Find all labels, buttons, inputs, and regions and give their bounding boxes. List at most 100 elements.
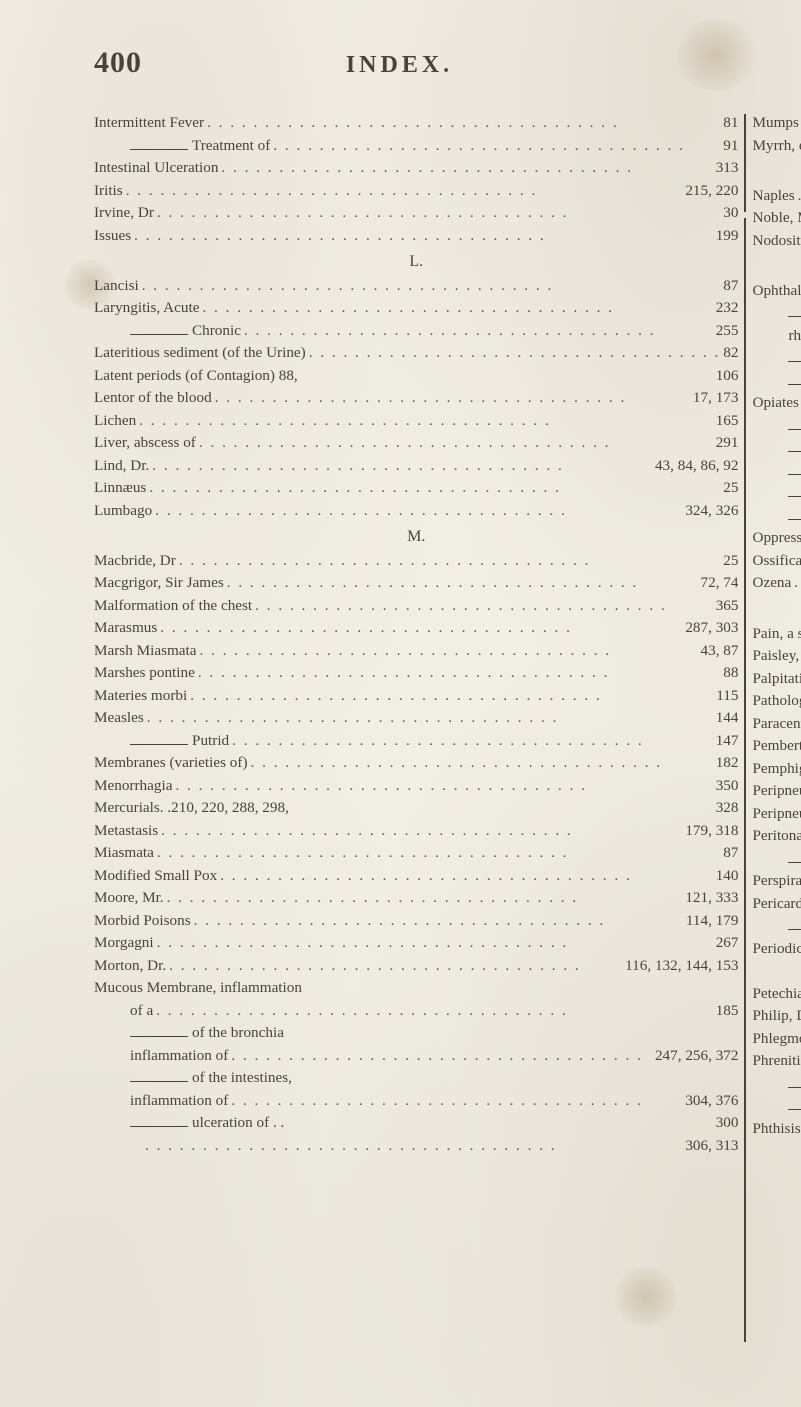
entry-label: Mucous Membrane, inflammation: [94, 977, 302, 1000]
entry-label: Macbride, Dr: [94, 550, 176, 573]
page-ref: 185: [716, 1000, 739, 1023]
index-entry: Mucous Membrane, inflammation: [94, 977, 738, 1000]
page-ref: 88: [723, 662, 738, 685]
index-entry: Ozena. . . . . . . . . . . . . . . . . .…: [752, 572, 801, 595]
page-ref: 121, 333: [685, 887, 738, 910]
entry-label: Pathology: [752, 690, 801, 713]
entry-label: inflammation of: [130, 1045, 228, 1068]
index-entry: Metastasis. . . . . . . . . . . . . . . …: [94, 820, 738, 843]
index-entry: Lumbago. . . . . . . . . . . . . . . . .…: [94, 500, 738, 523]
leader-dots: . . . . . . . . . . . . . . . . . . . . …: [229, 730, 716, 753]
index-entry: Issues. . . . . . . . . . . . . . . . . …: [94, 225, 738, 248]
entry-label: Moore, Mr.: [94, 887, 164, 910]
index-entry: Opiates in continued fever. . . . . . . …: [752, 392, 801, 415]
entry-label: Lind, Dr.: [94, 455, 149, 478]
page-ref: 116, 132, 144, 153: [625, 955, 738, 978]
page-ref: 255: [716, 320, 739, 343]
page-ref: 81: [723, 112, 738, 135]
entry-label: Ophthalmia: [752, 280, 801, 303]
page-ref: 365: [716, 595, 739, 618]
index-columns: Intermittent Fever . . . . . . . . . . . …: [88, 112, 723, 1342]
page-ref: 306, 313: [685, 1135, 738, 1158]
leader-dash: [130, 140, 188, 149]
leader-dots: . . . . . . . . . . . . . . . . . . . . …: [139, 275, 724, 298]
page-ref: 43, 87: [701, 640, 739, 663]
index-entry: Peripneumonia notha. . . . . . . . . . .…: [752, 780, 801, 803]
page-ref: 106: [716, 365, 739, 388]
leader-dots: . . . . . . . . . . . . . . . . . . . . …: [195, 662, 723, 685]
index-entry: Perspiration, influence of. . . .40,383: [752, 870, 801, 893]
running-head: 400 INDEX.: [88, 46, 723, 80]
index-entry: Mercurials. .210, 220, 288, 298,328: [94, 797, 738, 820]
index-entry: Morbid Poisons. . . . . . . . . . . . . …: [94, 910, 738, 933]
leader-dots: . . . . . . . . . . . . . . . . . . . . …: [196, 432, 716, 455]
entry-label: Materies morbi: [94, 685, 187, 708]
index-subentry: in small pox. . . . . . . . . . . . . . …: [752, 482, 801, 505]
leader-dash: [788, 1101, 801, 1110]
leader-dots: . . . . . . . . . . . . . . . . . . . . …: [306, 342, 724, 365]
leader-dots: . . . . . . . . . . . . . . . . . . . . …: [131, 225, 716, 248]
entry-label: Palpitation: [752, 668, 801, 691]
leader-dots: . . . . . . . . . . . . . . . . . . . . …: [217, 865, 716, 888]
page-ref: 87: [723, 275, 738, 298]
entry-label: Pain, a symptom of disease 169,: [752, 623, 801, 646]
page-ref: 287, 303: [685, 617, 738, 640]
page-ref: 43, 84, 86, 92: [655, 455, 739, 478]
page-ref: 140: [716, 865, 739, 888]
entry-label: Lateritious sediment (of the Urine): [94, 342, 306, 365]
entry-label: Membranes (varieties of): [94, 752, 248, 775]
page-ref: 25: [723, 477, 738, 500]
index-entry: Macgrigor, Sir James. . . . . . . . . . …: [94, 572, 738, 595]
entry-label: Miasmata: [94, 842, 154, 865]
index-subentry: Chronic. . . . . . . . . . . . . . . . .…: [94, 320, 738, 343]
leader-dots: . . . . . . . . . . . . . . . . . . . . …: [228, 1045, 655, 1068]
entry-label: Marshes pontine: [94, 662, 195, 685]
entry-label: Pericarditis, Acute: [752, 893, 801, 916]
entry-label: Paracentesis thoracis: [752, 713, 801, 736]
entry-label: Peritonæal inflammation, Acute. .: [752, 825, 801, 848]
section-letter: L.: [94, 250, 738, 274]
leader-dash: [788, 510, 801, 519]
leader-dash: [788, 375, 801, 384]
index-entry: Lancisi. . . . . . . . . . . . . . . . .…: [94, 275, 738, 298]
leader-dots: . . . . . . . . . . . . . . . . . . . . …: [791, 572, 801, 595]
index-entry: Macbride, Dr. . . . . . . . . . . . . . …: [94, 550, 738, 573]
index-column-left: Intermittent Fever . . . . . . . . . . . …: [88, 112, 744, 1342]
leader-dash: [788, 308, 801, 317]
leader-dash: [788, 443, 801, 452]
index-subentry: in dysentery. . . . . . . . . . . . . . …: [752, 415, 801, 438]
index-entry: Intermittent Fever. . . . . . . . . . . …: [94, 112, 738, 135]
index-column-right: Mumps. . . . . . . . . . . . . . . . . .…: [746, 112, 801, 1342]
entry-label: Petechiæ: [752, 983, 801, 1006]
entry-label: rhæa: [788, 325, 801, 348]
entry-label: Lentor of the blood: [94, 387, 212, 410]
leader-dots: . . . . . . . . . . . . . . . . . . . . …: [191, 910, 686, 933]
index-entry: Naples. . . . . . . . . . . . . . . . . …: [752, 185, 801, 208]
index-entry: Pemphigus. . . . . . . . . . . . . . . .…: [752, 758, 801, 781]
entry-label: Chronic: [192, 320, 241, 343]
running-title: INDEX.: [346, 52, 453, 79]
page-number: 400: [94, 46, 142, 80]
index-entry: Phrenitis. . . . . . . . . . . . . . . .…: [752, 1050, 801, 1073]
index-entry: Marshes pontine. . . . . . . . . . . . .…: [94, 662, 738, 685]
page-ref: 267: [716, 932, 739, 955]
entry-label: Intermittent Fever: [94, 112, 204, 135]
index-entry: Lateritious sediment (of the Urine). . .…: [94, 342, 738, 365]
entry-label: Morbid Poisons: [94, 910, 191, 933]
leader-dash: [788, 1078, 801, 1087]
index-subentry: Chronic. . . . . . . . . . . . . . . . .…: [752, 915, 801, 938]
entry-label: Treatment of: [192, 135, 270, 158]
entry-label: Peripneumony: [752, 803, 801, 826]
index-entry: Oppression, state of, in Fever ..38: [752, 527, 801, 550]
entry-label: Linnæus: [94, 477, 146, 500]
entry-label: Marsh Miasmata: [94, 640, 197, 663]
index-subentry: hydrocephalica. . . . . . . . . . . . . …: [752, 1073, 801, 1096]
page-ref: 82: [723, 342, 738, 365]
entry-label: Perspiration, influence of. . . .40,: [752, 870, 801, 893]
entry-label: Lumbago: [94, 500, 152, 523]
index-entry: Ophthalmia. . . . . . . . . . . . . . . …: [752, 280, 801, 303]
page-ref: 165: [716, 410, 739, 433]
index-subentry: from repelled gonor-: [752, 302, 801, 325]
page-ref: 328: [716, 797, 739, 820]
page-ref: 115: [716, 685, 738, 708]
